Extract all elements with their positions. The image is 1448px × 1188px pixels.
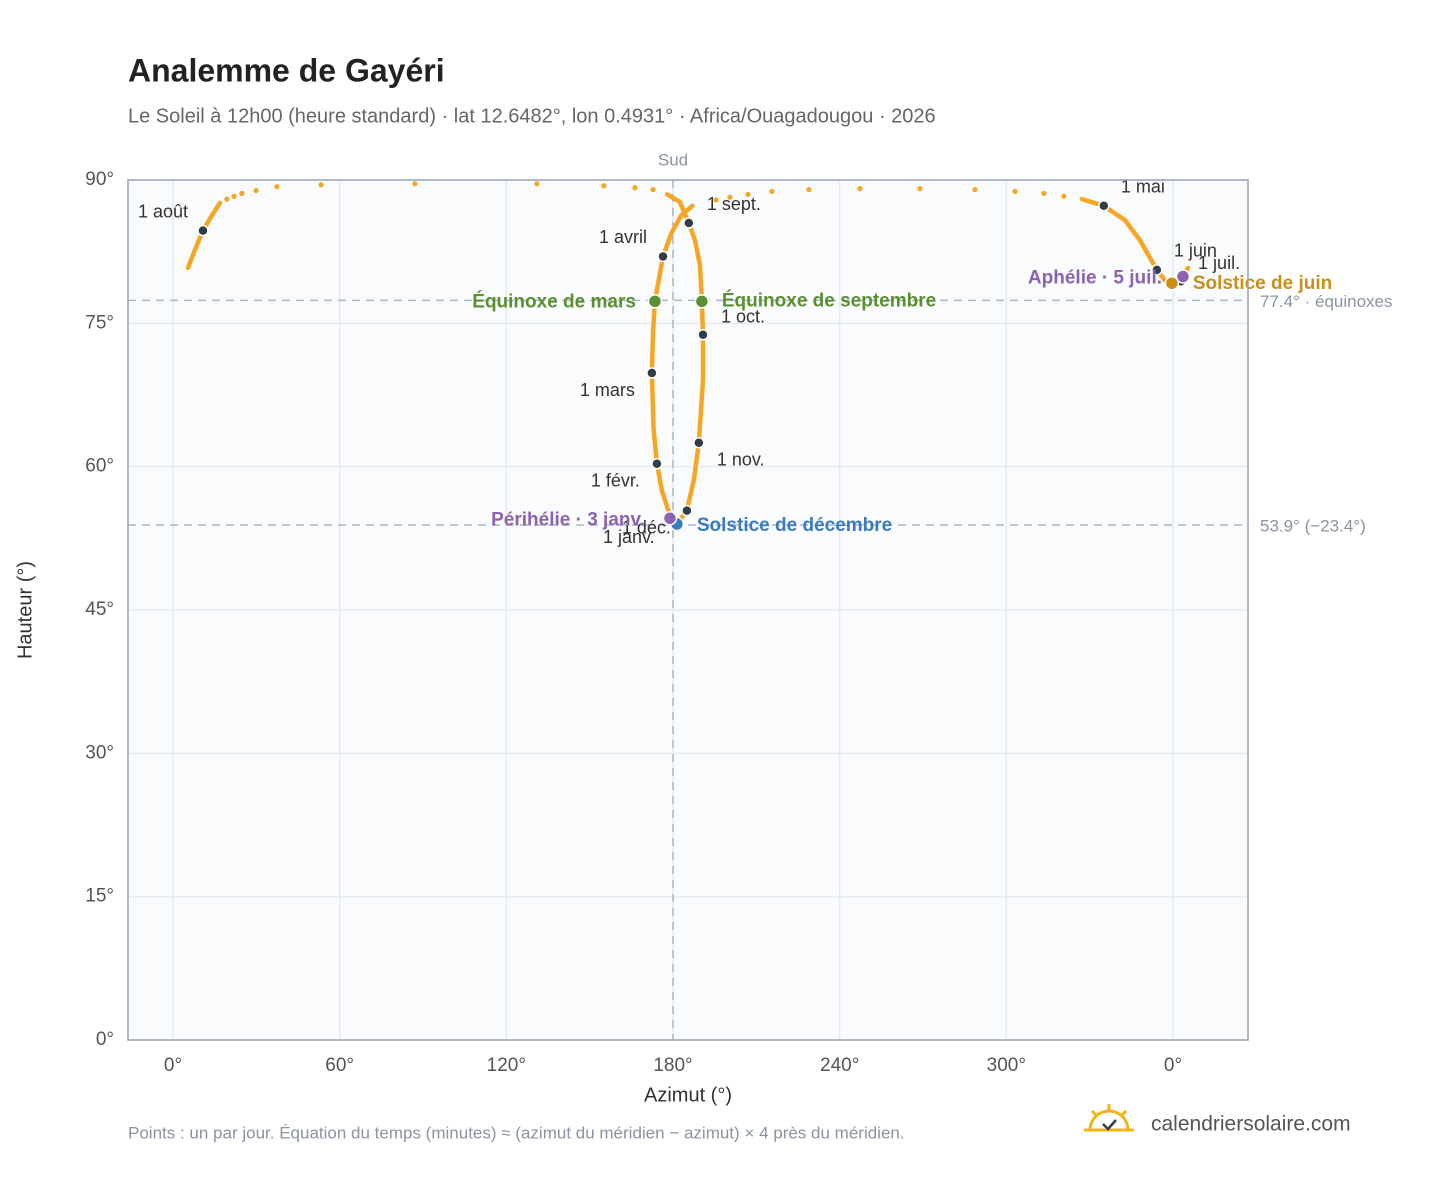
month-label: 1 août <box>138 201 188 221</box>
reference-label: 77.4° · équinoxes <box>1260 292 1393 311</box>
plot-border <box>127 179 1249 1041</box>
event-marker <box>662 511 678 526</box>
brand: calendriersolaire.com <box>1151 1113 1351 1136</box>
x-tick-label: 120° <box>487 1055 526 1076</box>
event-label: Périhélie · 3 janv. <box>491 509 645 530</box>
data-point <box>745 191 751 197</box>
data-point <box>650 186 656 193</box>
x-tick-label: 0° <box>1164 1055 1182 1076</box>
data-point <box>1012 188 1018 195</box>
month-label: 1 sept. <box>707 194 761 214</box>
x-axis-title: Azimut (°) <box>644 1084 732 1106</box>
month-marker <box>683 217 695 229</box>
month-marker <box>693 437 705 449</box>
month-marker <box>697 329 709 341</box>
event-marker <box>1175 269 1191 284</box>
x-tick-label: 240° <box>820 1055 859 1076</box>
data-point <box>1061 193 1067 199</box>
footnote: Points : un par jour. Équation du temps … <box>128 1123 905 1142</box>
data-point <box>1041 190 1047 196</box>
month-label: 1 avril <box>599 227 647 247</box>
month-label: 1 oct. <box>721 307 765 327</box>
month-marker <box>681 504 693 517</box>
month-label: 1 juin <box>1174 241 1217 261</box>
data-point <box>412 181 418 187</box>
data-point <box>972 186 978 193</box>
data-point <box>857 186 863 192</box>
month-label: 1 mai <box>1121 177 1165 197</box>
data-point <box>917 186 923 192</box>
month-label: 1 mars <box>580 380 635 400</box>
reference-label: Sud <box>658 150 688 169</box>
y-tick-label: 15° <box>85 886 114 907</box>
event-label: Solstice de décembre <box>697 515 892 536</box>
data-point <box>806 186 812 193</box>
event-label: Aphélie · 5 juil. <box>1028 268 1162 289</box>
month-marker <box>197 224 209 237</box>
event-marker <box>647 294 663 309</box>
y-tick-label: 75° <box>85 312 114 333</box>
data-point <box>632 185 638 191</box>
month-label: 1 janv. <box>603 527 655 547</box>
data-point <box>231 193 237 199</box>
month-marker <box>657 250 669 263</box>
event-label: Équinoxe de mars <box>472 290 636 312</box>
brand-icon <box>1084 1104 1134 1132</box>
month-marker <box>651 458 663 470</box>
month-marker <box>646 367 658 379</box>
reference-label: 53.9° (−23.4°) <box>1260 516 1366 535</box>
y-tick-label: 30° <box>85 742 114 763</box>
data-point <box>534 181 540 187</box>
month-label: 1 févr. <box>591 471 640 491</box>
data-point <box>253 187 259 194</box>
x-tick-label: 300° <box>987 1055 1026 1076</box>
chart-title: Analemme de Gayéri <box>128 52 445 88</box>
event-label: Équinoxe de septembre <box>722 289 936 311</box>
y-tick-label: 60° <box>85 456 114 477</box>
event-marker <box>1164 275 1180 291</box>
chart-subtitle: Le Soleil à 12h00 (heure standard) · lat… <box>128 105 936 127</box>
analemma-line <box>649 203 695 526</box>
data-point <box>769 188 775 195</box>
x-tick-label: 60° <box>325 1055 354 1076</box>
y-tick-label: 0° <box>96 1029 114 1050</box>
x-tick-label: 180° <box>653 1055 692 1076</box>
event-marker <box>694 294 710 309</box>
month-marker <box>1151 264 1163 276</box>
month-label: 1 juil. <box>1198 253 1240 273</box>
y-tick-label: 45° <box>85 599 114 620</box>
month-label: 1 nov. <box>717 450 765 470</box>
data-point <box>274 184 280 190</box>
data-point <box>601 183 607 189</box>
data-point <box>318 182 324 188</box>
data-point <box>224 196 230 202</box>
y-axis-title: Hauteur (°) <box>14 561 36 659</box>
event-label: Solstice de juin <box>1193 273 1332 294</box>
data-point <box>239 190 245 196</box>
reference-lines <box>128 180 1248 1040</box>
y-tick-label: 90° <box>85 169 114 190</box>
month-label: 1 déc. <box>622 517 671 537</box>
data-point <box>713 197 719 203</box>
month-marker <box>1098 200 1110 212</box>
x-tick-label: 0° <box>164 1055 182 1076</box>
data-point <box>727 194 733 200</box>
